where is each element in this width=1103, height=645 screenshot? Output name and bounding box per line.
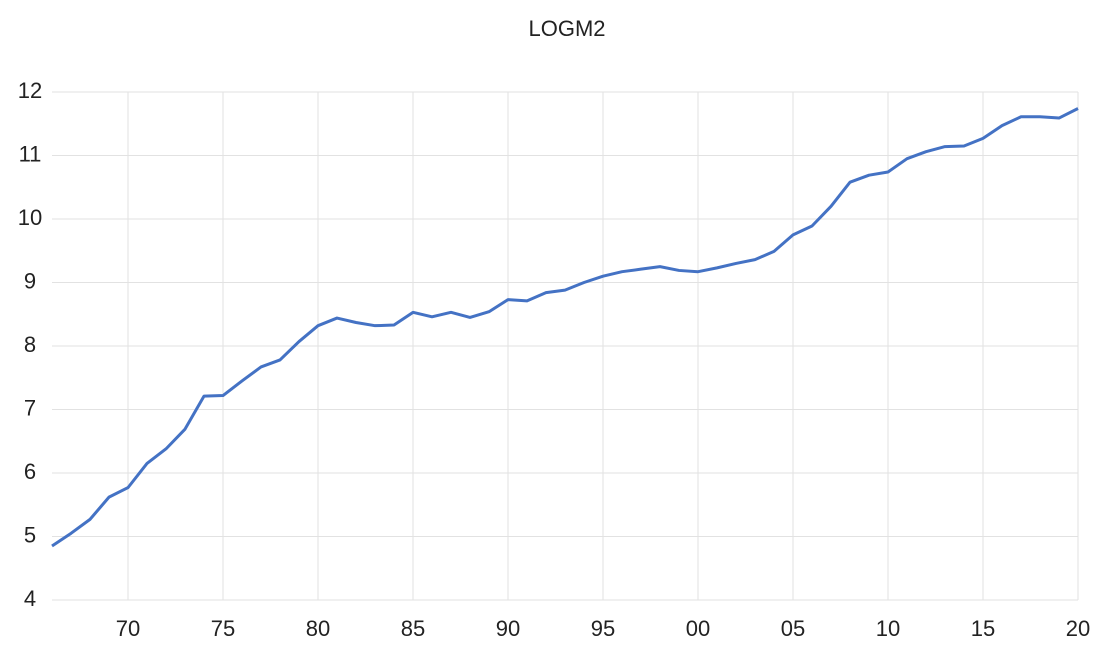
x-tick-label: 00 bbox=[686, 616, 710, 641]
y-tick-label: 7 bbox=[24, 395, 36, 420]
x-tick-label: 90 bbox=[496, 616, 520, 641]
y-tick-label: 11 bbox=[19, 141, 42, 166]
x-tick-label: 10 bbox=[876, 616, 900, 641]
chart-title: LOGM2 bbox=[528, 16, 605, 41]
y-tick-label: 9 bbox=[24, 268, 36, 293]
y-tick-label: 12 bbox=[18, 78, 42, 103]
x-tick-label: 70 bbox=[116, 616, 140, 641]
x-tick-label: 85 bbox=[401, 616, 425, 641]
x-tick-label: 95 bbox=[591, 616, 615, 641]
x-tick-label: 20 bbox=[1066, 616, 1090, 641]
x-tick-label: 80 bbox=[306, 616, 330, 641]
y-tick-label: 8 bbox=[24, 332, 36, 357]
x-tick-label: 15 bbox=[971, 616, 995, 641]
data-line bbox=[51, 107, 1079, 548]
y-tick-label: 4 bbox=[24, 586, 36, 611]
y-tick-label: 5 bbox=[24, 522, 36, 547]
y-tick-label: 6 bbox=[24, 459, 36, 484]
y-tick-label: 10 bbox=[18, 205, 42, 230]
x-tick-label: 05 bbox=[781, 616, 805, 641]
x-tick-label: 75 bbox=[211, 616, 235, 641]
